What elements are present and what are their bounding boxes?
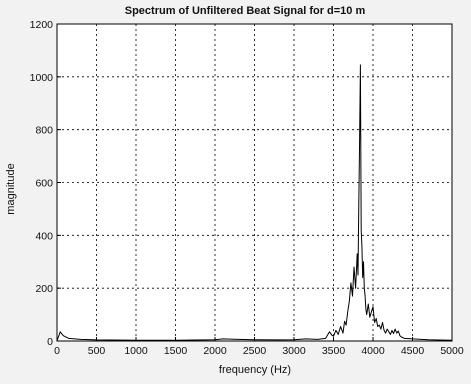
x-tick-label: 2000 xyxy=(203,345,227,357)
y-tick-label: 200 xyxy=(35,283,53,295)
y-tick-label: 600 xyxy=(35,178,53,190)
x-tick-label: 2500 xyxy=(243,345,267,357)
spectrum-line xyxy=(56,64,453,342)
y-axis-label: magnitude xyxy=(5,163,17,214)
x-axis-ticks: 0 500 1000 1500 2000 2500 3000 3500 4000 4500 5000 xyxy=(54,337,464,357)
y-tick-label: 0 xyxy=(47,336,53,348)
chart-title: Spectrum of Unfiltered Beat Signal for d… xyxy=(125,5,366,17)
y-tick-label: 800 xyxy=(35,125,53,137)
y-tick-label: 400 xyxy=(35,230,53,242)
x-tick-label: 1000 xyxy=(124,345,148,357)
y-axis-ticks: 0 200 400 600 800 1000 1200 xyxy=(30,19,61,348)
x-tick-label: 3000 xyxy=(282,345,306,357)
x-tick-label: 0 xyxy=(54,345,60,357)
x-axis-label: frequency (Hz) xyxy=(219,364,291,376)
grid-lines xyxy=(57,24,452,341)
x-tick-label: 4500 xyxy=(401,345,425,357)
y-tick-label: 1000 xyxy=(30,72,54,84)
y-tick-label: 1200 xyxy=(30,19,54,31)
x-tick-label: 5000 xyxy=(440,345,464,357)
x-tick-label: 3500 xyxy=(322,345,346,357)
series-group xyxy=(56,64,453,342)
x-tick-label: 500 xyxy=(88,345,106,357)
x-tick-label: 1500 xyxy=(164,345,188,357)
x-tick-label: 4000 xyxy=(361,345,385,357)
